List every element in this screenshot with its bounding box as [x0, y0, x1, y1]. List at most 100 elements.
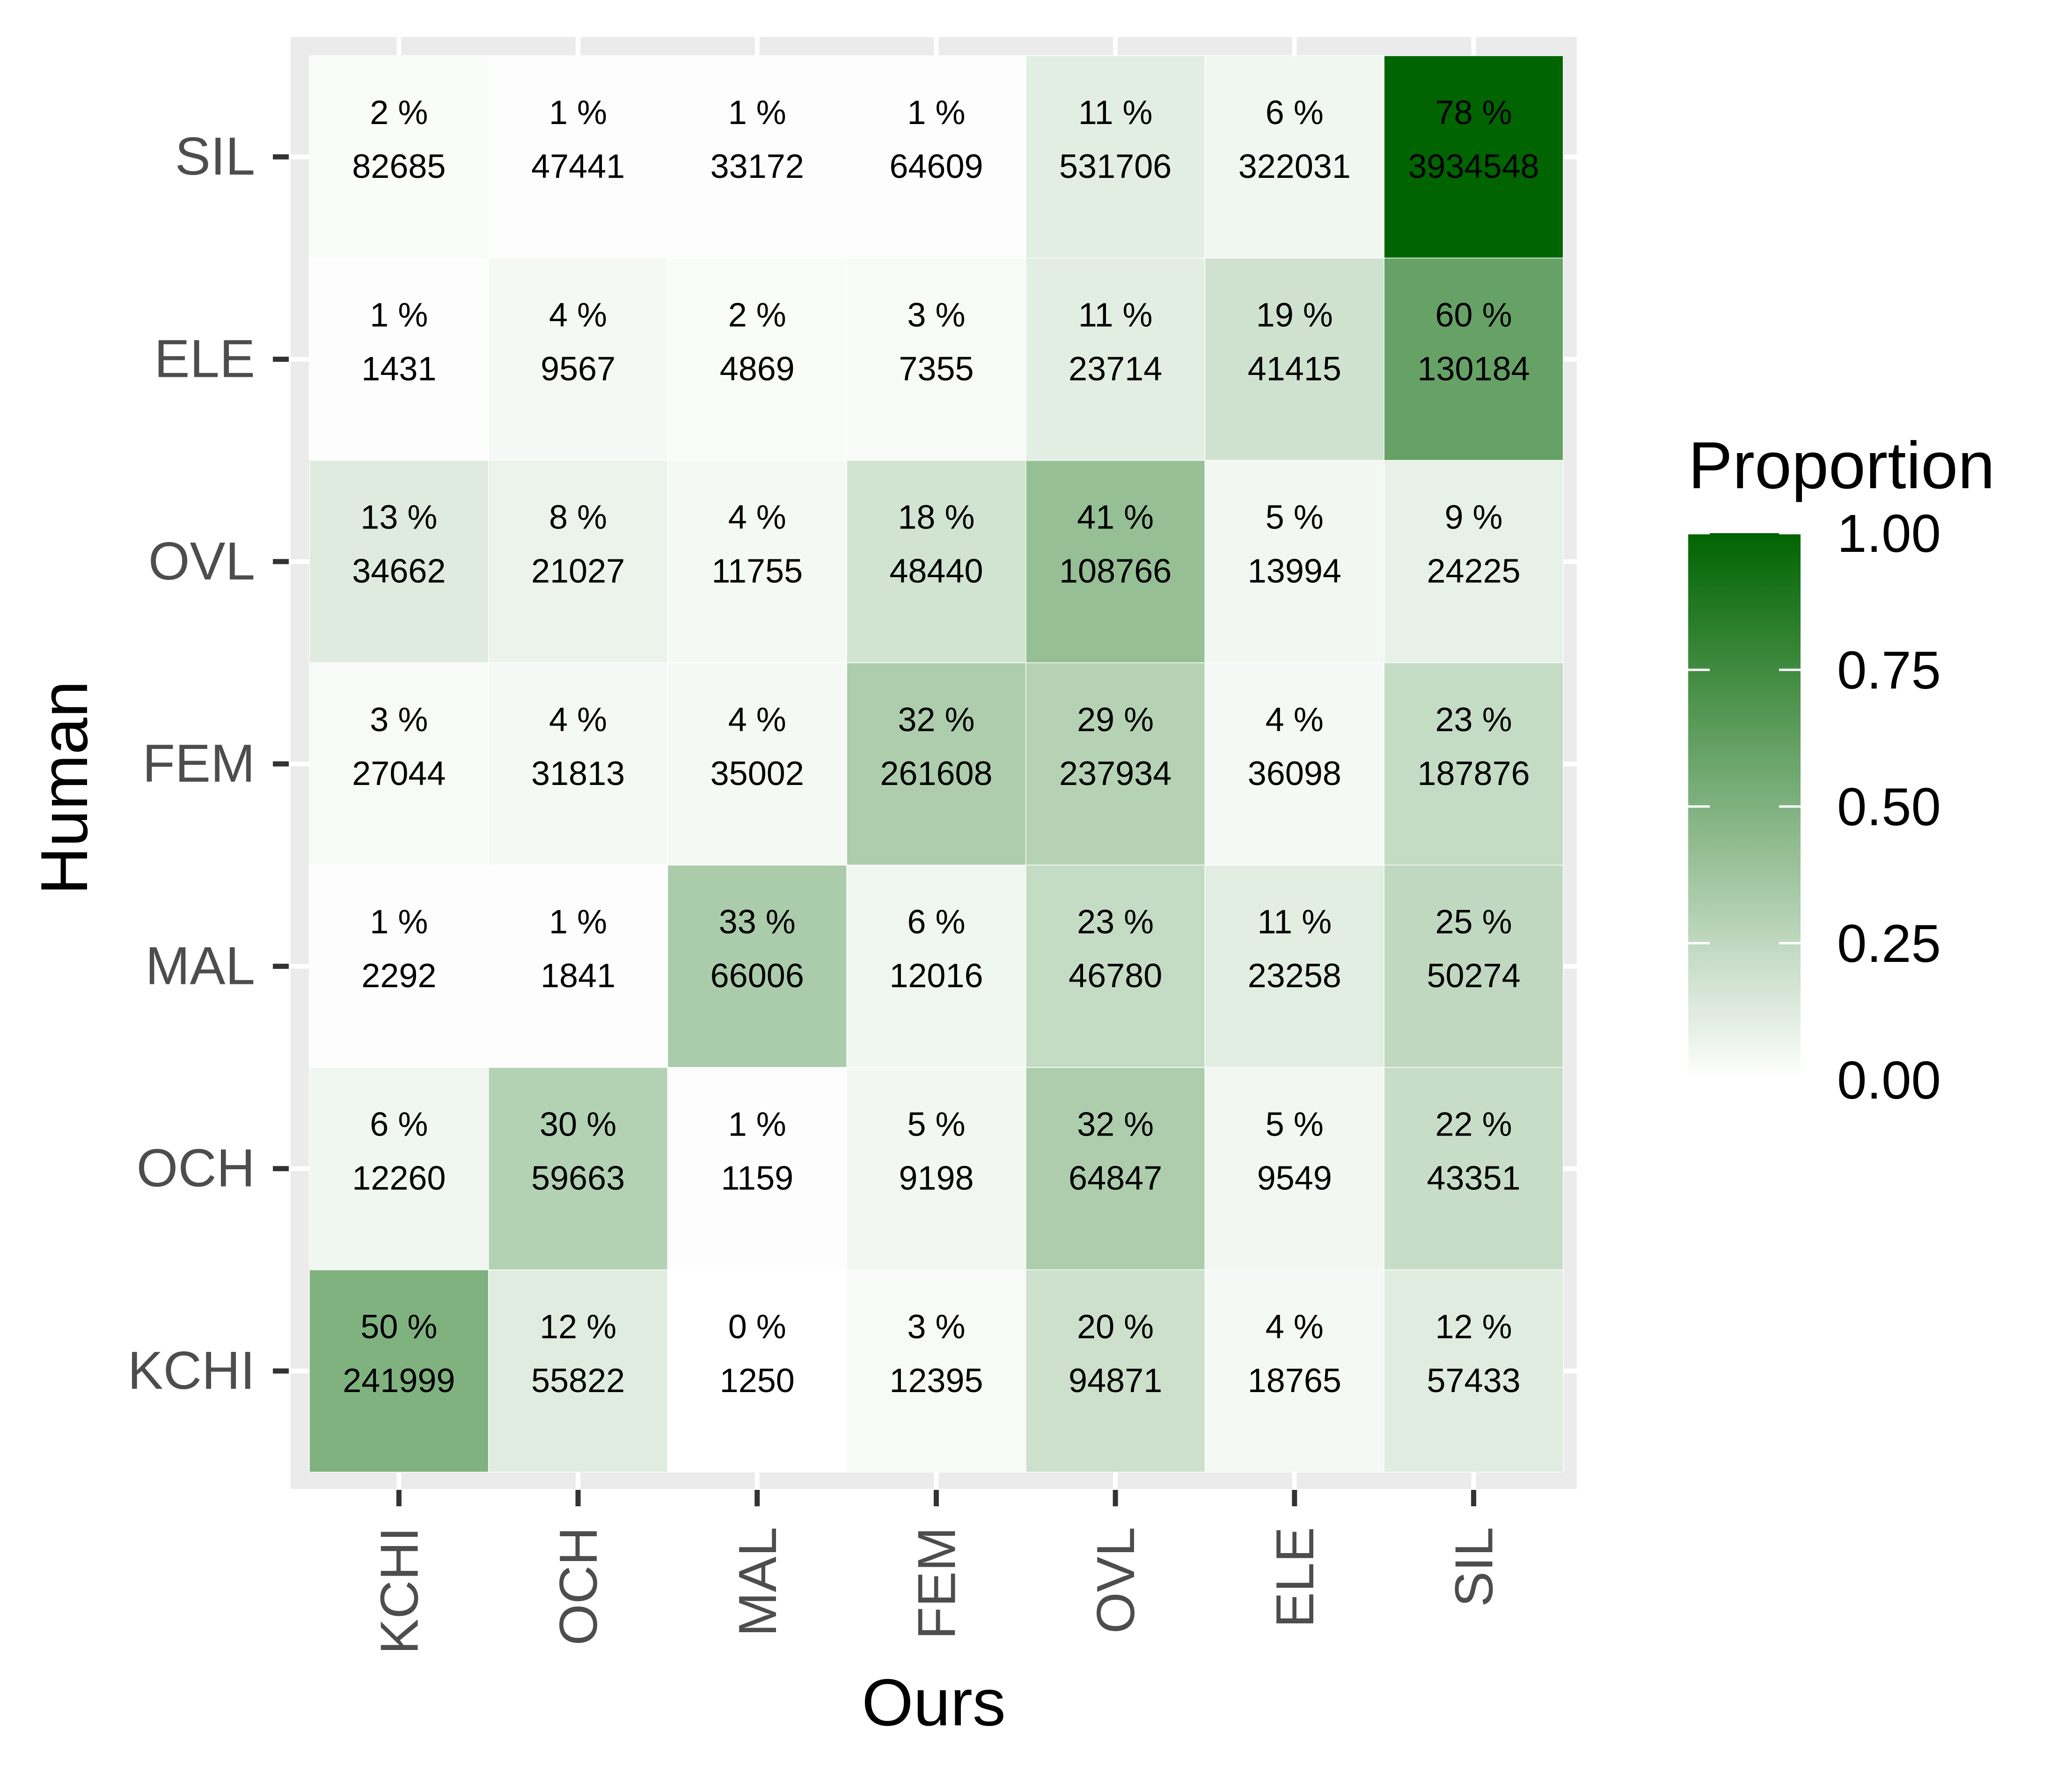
heatmap-cell: 1 % 47441: [488, 55, 668, 259]
cell-percent-label: 2 %: [728, 296, 786, 334]
heatmap-cell-rect: [667, 1269, 847, 1473]
cell-percent-label: 4 %: [549, 701, 607, 739]
x-tick-label: OVL: [1086, 1527, 1146, 1634]
heatmap-cell: 25 % 50274: [1384, 865, 1564, 1068]
cell-count-label: 57433: [1427, 1362, 1520, 1400]
cell-count-label: 41415: [1248, 350, 1341, 388]
heatmap-cell: 60 % 130184: [1384, 257, 1564, 461]
cell-count-label: 2292: [361, 957, 436, 995]
x-tick-label: SIL: [1445, 1527, 1504, 1607]
cell-percent-label: 1 %: [370, 903, 428, 941]
cell-count-label: 27044: [352, 755, 446, 792]
cell-percent-label: 6 %: [1266, 94, 1324, 132]
heatmap-cell: 50 % 241999: [309, 1269, 489, 1473]
cell-percent-label: 12 %: [540, 1308, 616, 1346]
heatmap-cell-rect: [846, 55, 1026, 259]
heatmap-cell: 4 % 9567: [488, 257, 668, 461]
legend-tick-label: 1.00: [1837, 504, 1941, 564]
heatmap-cell-rect: [1204, 460, 1384, 663]
heatmap-cell-rect: [1204, 865, 1384, 1068]
cell-count-label: 31813: [531, 755, 625, 792]
cell-percent-label: 18 %: [898, 499, 974, 536]
heatmap-cell: 0 % 1250: [667, 1269, 847, 1473]
cell-count-label: 33172: [710, 148, 804, 185]
heatmap-cell: 4 % 11755: [667, 460, 847, 663]
cell-percent-label: 8 %: [549, 499, 607, 536]
heatmap-cell: 1 % 64609: [846, 55, 1026, 259]
heatmap-cell-rect: [488, 460, 668, 663]
heatmap-cell-rect: [1204, 1269, 1384, 1473]
cell-percent-label: 3 %: [907, 296, 965, 334]
heatmap-cell-rect: [1384, 55, 1564, 259]
heatmap-cell: 23 % 46780: [1025, 865, 1206, 1068]
heatmap-cell-rect: [309, 662, 489, 865]
heatmap-cell: 18 % 48440: [846, 460, 1026, 663]
cell-count-label: 55822: [531, 1362, 625, 1400]
heatmap-cell-rect: [1384, 257, 1564, 461]
heatmap-cell-rect: [488, 257, 668, 461]
heatmap-cell: 41 % 108766: [1025, 460, 1206, 663]
heatmap-cell: 11 % 23714: [1025, 257, 1206, 461]
cell-percent-label: 13 %: [360, 499, 437, 536]
cell-count-label: 1841: [541, 957, 615, 995]
heatmap-cell-rect: [1025, 1269, 1206, 1473]
cell-percent-label: 4 %: [1266, 701, 1324, 739]
cell-percent-label: 20 %: [1077, 1308, 1154, 1346]
heatmap-cell: 3 % 7355: [846, 257, 1026, 461]
y-tick-label: OVL: [148, 532, 255, 591]
cell-percent-label: 2 %: [370, 94, 428, 132]
heatmap-cell: 8 % 21027: [488, 460, 668, 663]
cell-percent-label: 11 %: [1078, 94, 1153, 132]
heatmap-cell: 4 % 31813: [488, 662, 668, 865]
cell-count-label: 322031: [1238, 148, 1351, 185]
heatmap-cell: 3 % 27044: [309, 662, 489, 865]
cell-count-label: 18765: [1248, 1362, 1341, 1400]
cell-count-label: 130184: [1417, 350, 1530, 388]
cell-percent-label: 6 %: [907, 903, 965, 941]
y-tick-label: SIL: [175, 127, 255, 186]
heatmap-cell-rect: [1384, 662, 1564, 865]
heatmap-cell-rect: [488, 1269, 668, 1473]
heatmap-cell-rect: [846, 257, 1026, 461]
cell-percent-label: 5 %: [1266, 499, 1324, 536]
cell-percent-label: 1 %: [907, 94, 965, 132]
cell-percent-label: 3 %: [370, 701, 428, 739]
cell-percent-label: 30 %: [540, 1106, 616, 1144]
cell-count-label: 50274: [1427, 957, 1520, 995]
cell-count-label: 64609: [889, 148, 983, 185]
heatmap-cell: 12 % 57433: [1384, 1269, 1564, 1473]
heatmap-cell-rect: [667, 460, 847, 663]
cell-percent-label: 11 %: [1078, 296, 1153, 334]
cell-percent-label: 32 %: [898, 701, 974, 739]
heatmap-cell: 30 % 59663: [488, 1067, 668, 1270]
cell-count-label: 11755: [711, 553, 803, 590]
cell-count-label: 35002: [710, 755, 804, 792]
cell-percent-label: 5 %: [1266, 1106, 1324, 1144]
heatmap-cell-rect: [1025, 662, 1206, 865]
cell-percent-label: 19 %: [1256, 296, 1333, 334]
cell-count-label: 9198: [899, 1160, 974, 1197]
heatmap-cell-rect: [309, 1269, 489, 1473]
legend-tick-label: 0.50: [1837, 777, 1941, 837]
heatmap-cell-rect: [488, 55, 668, 259]
cell-count-label: 94871: [1069, 1362, 1162, 1400]
cell-count-label: 23714: [1069, 350, 1162, 388]
cell-count-label: 13994: [1248, 553, 1341, 590]
cell-count-label: 64847: [1069, 1160, 1162, 1197]
cell-count-label: 47441: [531, 148, 625, 185]
cell-count-label: 21027: [531, 553, 625, 590]
cell-percent-label: 12 %: [1435, 1308, 1512, 1346]
heatmap-cell-rect: [1025, 1067, 1206, 1270]
heatmap-cell: 5 % 13994: [1204, 460, 1384, 663]
cell-count-label: 237934: [1059, 755, 1171, 792]
y-tick-label: MAL: [146, 936, 255, 996]
cell-count-label: 9567: [541, 350, 615, 388]
heatmap-cell-rect: [1204, 55, 1384, 259]
cell-percent-label: 0 %: [728, 1308, 786, 1346]
cell-percent-label: 1 %: [370, 296, 428, 334]
heatmap-cell: 23 % 187876: [1384, 662, 1564, 865]
y-tick-label: KCHI: [128, 1341, 255, 1400]
cell-count-label: 261608: [880, 755, 992, 792]
